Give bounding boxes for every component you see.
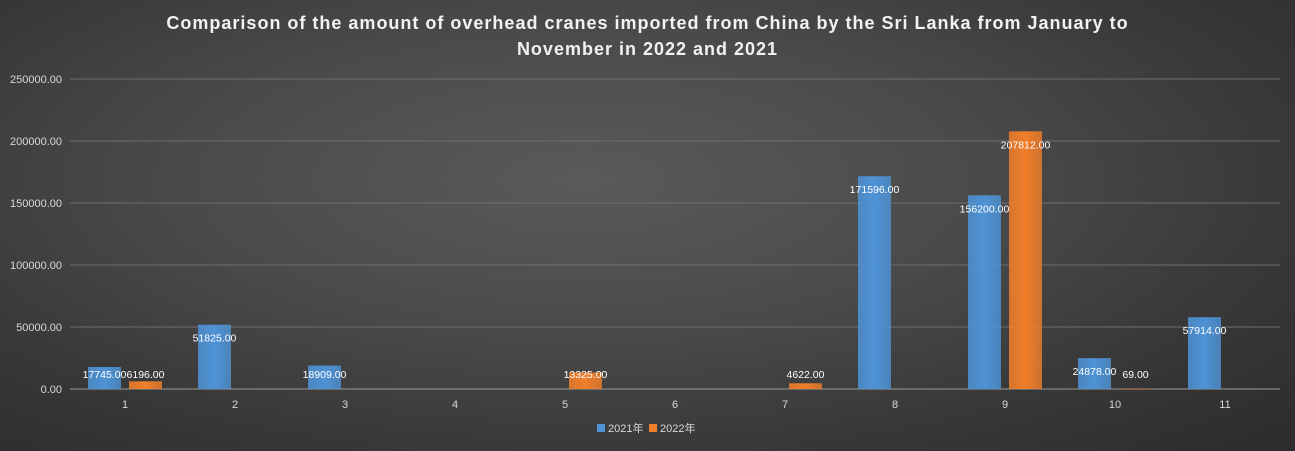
chart-title-line-2: November in 2022 and 2021 [516, 39, 779, 59]
legend: 2021年 2022年 [597, 421, 695, 435]
data-labels: 17745.00 6196.00 51825.00 18909.00 13325.00 4… [83, 139, 1227, 381]
x-tick-label: 4 [452, 399, 458, 411]
data-label: 18909.00 [303, 369, 347, 381]
data-label: 13325.00 [564, 369, 608, 381]
x-tick-label: 10 [1109, 399, 1121, 411]
bars [88, 131, 1221, 390]
bar-2021-month-1 [88, 366, 121, 389]
bar-2022-month-7 [789, 383, 822, 389]
data-label: 171596.00 [850, 184, 900, 196]
bar-2022-month-5 [569, 372, 602, 389]
y-tick-label: 250000.00 [10, 74, 62, 86]
y-tick-label: 50000.00 [16, 322, 62, 334]
bar-2022-month-9 [1009, 131, 1042, 390]
x-tick-label: 11 [1219, 399, 1230, 411]
x-tick-label: 8 [892, 399, 898, 411]
data-label: 207812.00 [1001, 139, 1051, 151]
bar-2021-month-11 [1188, 317, 1221, 389]
data-label: 24878.00 [1073, 366, 1117, 378]
bar-2021-month-9 [968, 195, 1001, 389]
x-tick-label: 3 [342, 399, 348, 411]
legend-label: 2021年 [608, 421, 643, 435]
y-tick-label: 0.00 [41, 384, 62, 396]
bar-2021-month-8 [858, 176, 891, 389]
chart-title: Comparison of the amount of overhead cra… [0, 10, 1295, 62]
y-tick-label: 150000.00 [10, 198, 62, 210]
y-tick-label: 200000.00 [10, 136, 62, 148]
y-tick-label: 100000.00 [10, 260, 62, 272]
bar-2021-month-10 [1078, 358, 1111, 389]
bar-2021-month-3 [308, 365, 341, 389]
x-tick-label: 7 [782, 399, 788, 411]
x-axis: 1 2 3 4 5 6 7 8 9 10 11 [122, 399, 1231, 411]
data-label: 69.00 [1122, 369, 1148, 381]
bar-2021-month-2 [198, 324, 231, 389]
gridlines [70, 78, 1280, 390]
data-label: 4622.00 [787, 369, 825, 381]
data-label: 51825.00 [193, 333, 237, 345]
data-label: 57914.00 [1183, 325, 1227, 337]
x-tick-label: 2 [232, 399, 238, 411]
bar-2022-month-10 [1119, 388, 1152, 390]
data-label: 156200.00 [960, 203, 1010, 215]
x-tick-label: 6 [672, 399, 678, 411]
x-tick-label: 5 [562, 399, 568, 411]
x-tick-label: 1 [122, 399, 128, 411]
legend-swatch [597, 424, 605, 432]
x-tick-label: 9 [1002, 399, 1008, 411]
y-axis: 0.00 50000.00 100000.00 150000.00 200000.00 2… [10, 74, 62, 396]
legend-label: 2022年 [660, 421, 695, 435]
data-label: 17745.00 [83, 369, 127, 381]
legend-swatch [649, 424, 657, 432]
bar-2022-month-1 [129, 381, 162, 389]
chart-title-line-1: Comparison of the amount of overhead cra… [166, 13, 1129, 33]
data-label: 6196.00 [127, 369, 165, 381]
